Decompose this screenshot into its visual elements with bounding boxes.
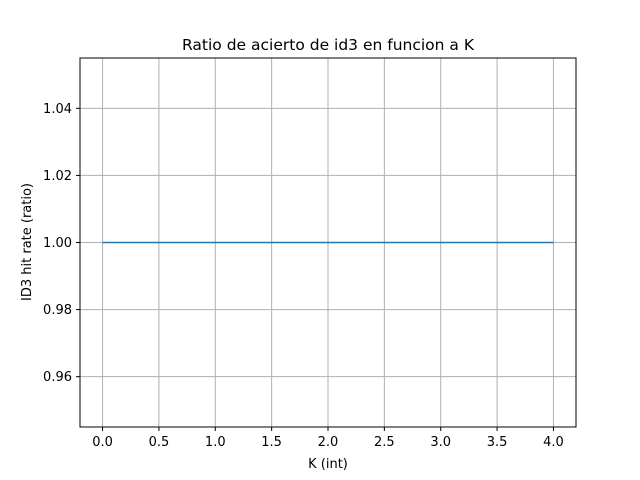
y-axis-ticks: 0.96 0.98 1.00 1.02 1.04 [43,102,80,385]
x-tick-label: 1.0 [205,435,226,450]
y-tick-label: 0.98 [43,303,72,318]
x-tick-label: 0.0 [92,435,113,450]
x-tick-label: 3.0 [430,435,451,450]
x-tick-label: 2.0 [318,435,339,450]
x-tick-label: 3.5 [487,435,508,450]
y-tick-label: 0.96 [43,370,72,385]
y-tick-label: 1.04 [43,102,72,117]
y-tick-label: 1.02 [43,169,72,184]
x-tick-label: 0.5 [149,435,170,450]
x-tick-label: 1.5 [261,435,282,450]
x-axis-ticks: 0.0 0.5 1.0 1.5 2.0 2.5 3.0 3.5 4.0 [92,427,564,450]
x-axis-label: K (int) [308,457,348,472]
x-tick-label: 4.0 [543,435,564,450]
x-tick-label: 2.5 [374,435,395,450]
chart-title: Ratio de acierto de id3 en funcion a K [182,36,475,54]
y-tick-label: 1.00 [43,236,72,251]
y-axis-label: ID3 hit rate (ratio) [20,183,35,301]
